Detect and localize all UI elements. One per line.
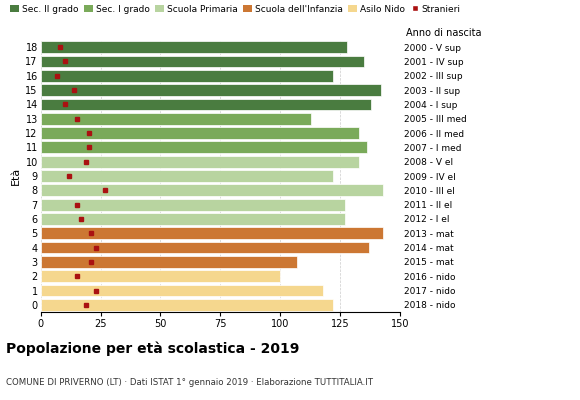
Bar bbox=[41, 70, 333, 82]
Bar bbox=[41, 227, 383, 239]
Bar bbox=[41, 184, 383, 196]
Bar bbox=[41, 127, 360, 139]
Y-axis label: Età: Età bbox=[11, 167, 21, 185]
Bar bbox=[41, 41, 347, 53]
Text: Popolazione per età scolastica - 2019: Popolazione per età scolastica - 2019 bbox=[6, 342, 299, 356]
Bar bbox=[41, 113, 311, 125]
Legend: Sec. II grado, Sec. I grado, Scuola Primaria, Scuola dell'Infanzia, Asilo Nido, : Sec. II grado, Sec. I grado, Scuola Prim… bbox=[10, 4, 461, 14]
Bar bbox=[41, 299, 333, 311]
Text: COMUNE DI PRIVERNO (LT) · Dati ISTAT 1° gennaio 2019 · Elaborazione TUTTITALIA.I: COMUNE DI PRIVERNO (LT) · Dati ISTAT 1° … bbox=[6, 378, 373, 387]
Bar bbox=[41, 242, 369, 254]
Bar bbox=[41, 170, 333, 182]
Bar bbox=[41, 213, 345, 225]
Bar bbox=[41, 84, 381, 96]
Text: Anno di nascita: Anno di nascita bbox=[406, 28, 481, 38]
Bar bbox=[41, 156, 360, 168]
Bar bbox=[41, 142, 367, 153]
Bar bbox=[41, 98, 371, 110]
Bar bbox=[41, 285, 324, 296]
Bar bbox=[41, 256, 297, 268]
Bar bbox=[41, 199, 345, 210]
Bar bbox=[41, 270, 280, 282]
Bar bbox=[41, 56, 364, 67]
